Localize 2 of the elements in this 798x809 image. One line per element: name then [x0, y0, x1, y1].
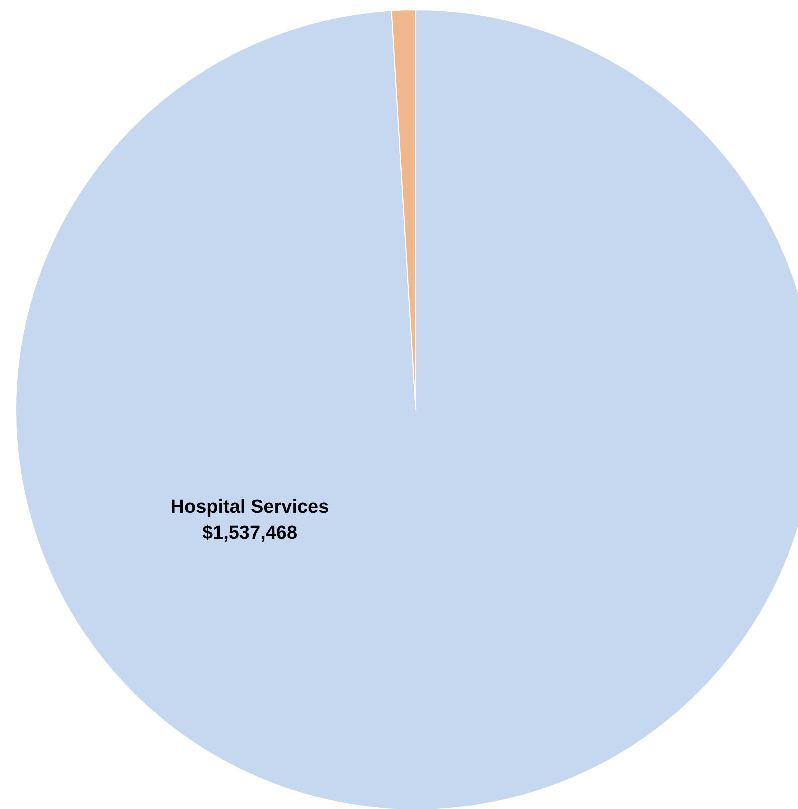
data-label: $1,537,468: [202, 523, 298, 544]
slice-label: Hospital Services: [170, 497, 330, 518]
